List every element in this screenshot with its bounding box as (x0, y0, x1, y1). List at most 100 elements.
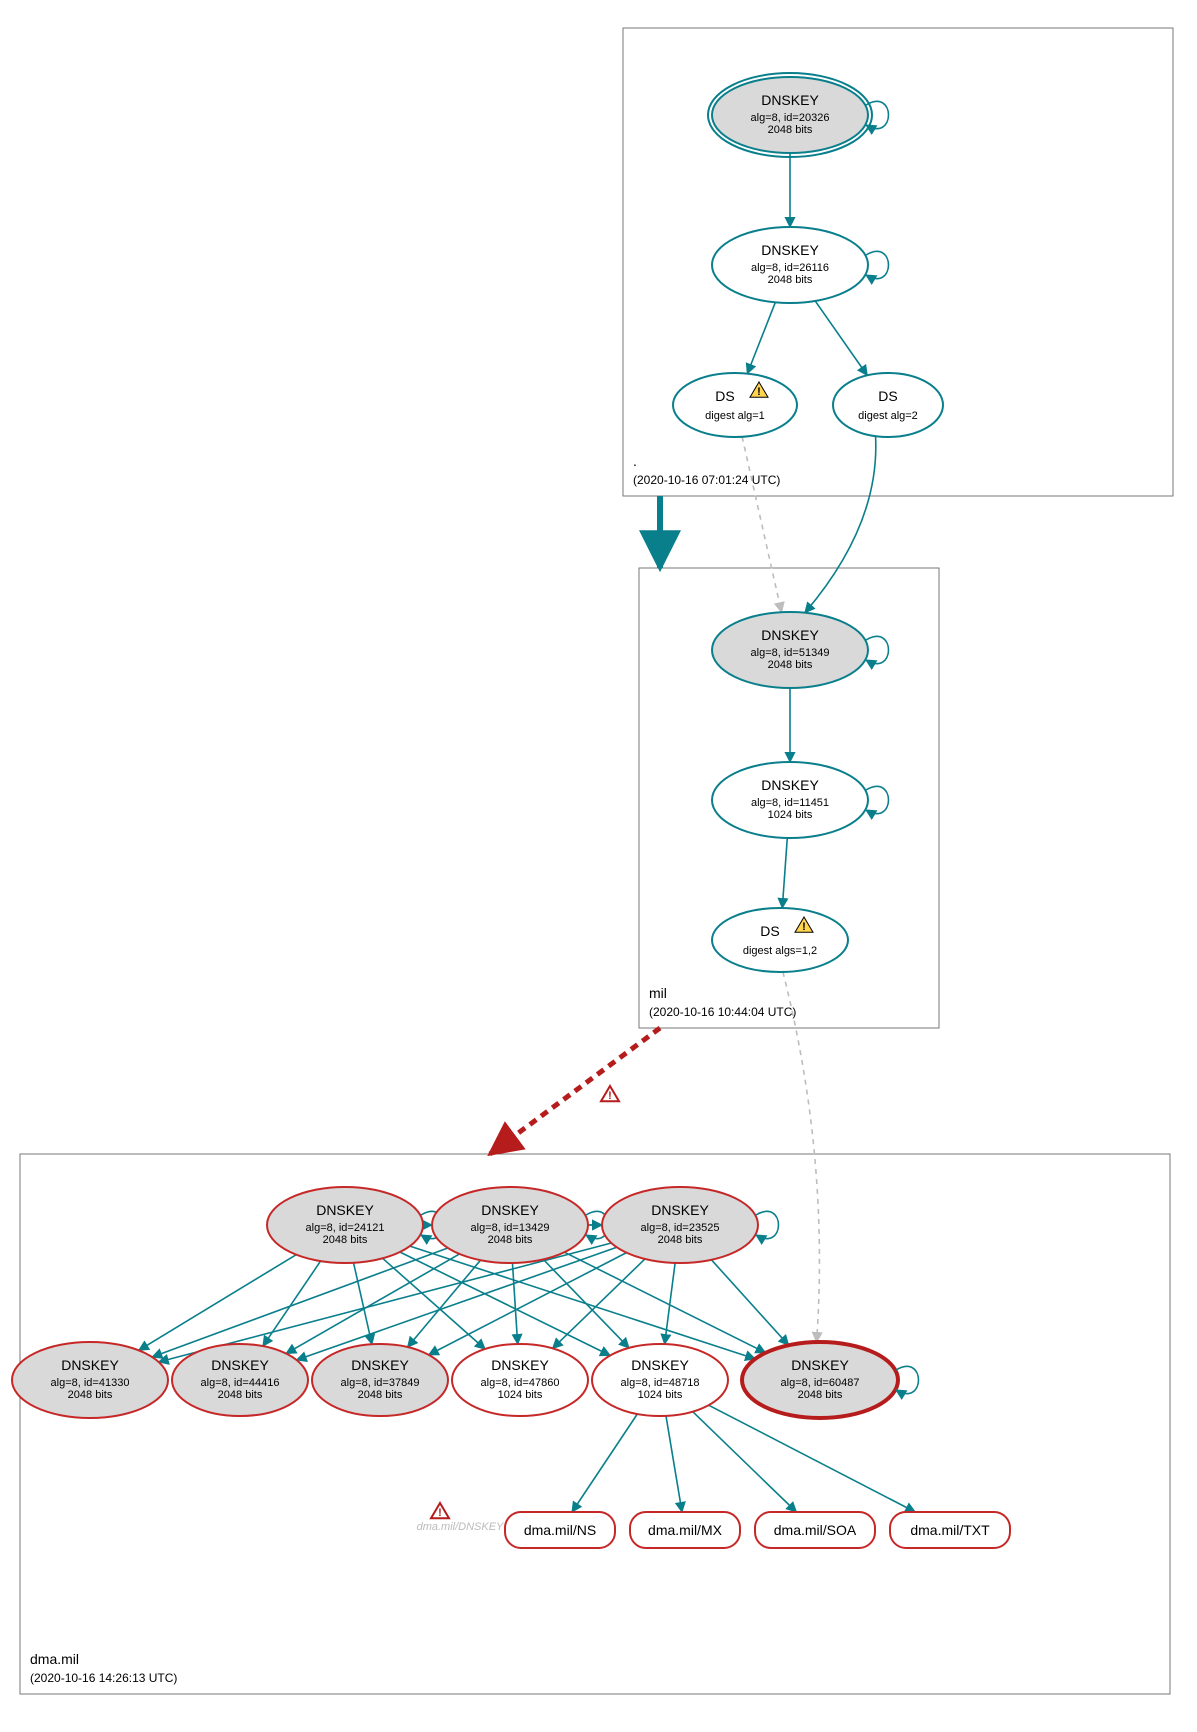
svg-text:DNSKEY: DNSKEY (491, 1357, 549, 1373)
svg-text:2048 bits: 2048 bits (658, 1234, 703, 1246)
svg-text:alg=8, id=51349: alg=8, id=51349 (751, 647, 830, 659)
node-rr_soa: dma.mil/SOA (755, 1512, 875, 1548)
svg-text:1024 bits: 1024 bits (498, 1389, 543, 1401)
svg-text:mil: mil (649, 985, 667, 1001)
zone-edges-layer: ! (490, 496, 660, 1154)
edge (512, 1263, 517, 1344)
node-mil_ds: DS digest algs=1,2! (712, 908, 848, 972)
node-dma_k48718: DNSKEYalg=8, id=487181024 bits (592, 1344, 728, 1416)
node-root_ds1: DS digest alg=1! (673, 373, 797, 437)
svg-text:DNSKEY: DNSKEY (791, 1357, 849, 1373)
svg-text:alg=8, id=48718: alg=8, id=48718 (621, 1377, 700, 1389)
edge (354, 1263, 372, 1344)
svg-text:2048 bits: 2048 bits (798, 1389, 843, 1401)
svg-text:2048 bits: 2048 bits (358, 1389, 403, 1401)
svg-text:alg=8, id=60487: alg=8, id=60487 (781, 1377, 860, 1389)
svg-text:dma.mil/SOA: dma.mil/SOA (774, 1522, 857, 1538)
svg-text:alg=8, id=41330: alg=8, id=41330 (51, 1377, 130, 1389)
svg-text:(2020-10-16 10:44:04 UTC): (2020-10-16 10:44:04 UTC) (649, 1005, 796, 1019)
svg-text:alg=8, id=20326: alg=8, id=20326 (751, 112, 830, 124)
svg-text:!: ! (802, 921, 806, 933)
svg-text:!: ! (757, 386, 761, 398)
edge (747, 302, 775, 373)
node-dma_k44416: DNSKEYalg=8, id=444162048 bits (172, 1344, 308, 1416)
warning-red-icon: ! (601, 1086, 619, 1102)
svg-text:DNSKEY: DNSKEY (316, 1202, 374, 1218)
dnssec-diagram: !DNSKEYalg=8, id=203262048 bitsDNSKEYalg… (0, 0, 1197, 1732)
svg-text:DNSKEY: DNSKEY (351, 1357, 409, 1373)
svg-text:(2020-10-16 14:26:13 UTC): (2020-10-16 14:26:13 UTC) (30, 1671, 177, 1685)
svg-text:digest alg=2: digest alg=2 (858, 410, 918, 422)
self-loop (866, 251, 889, 278)
svg-text:digest alg=1: digest alg=1 (705, 410, 765, 422)
node-dma_k37849: DNSKEY alg=8, id=378492048 bits (312, 1344, 448, 1416)
svg-text:alg=8, id=13429: alg=8, id=13429 (471, 1222, 550, 1234)
svg-text:alg=8, id=26116: alg=8, id=26116 (751, 262, 829, 274)
svg-text:DS: DS (715, 388, 734, 404)
zone-delegation-edge (490, 1028, 660, 1154)
zones-layer (20, 28, 1173, 1694)
svg-text:alg=8, id=23525: alg=8, id=23525 (641, 1222, 720, 1234)
svg-text:!: ! (438, 1507, 442, 1519)
nodes-layer: DNSKEYalg=8, id=203262048 bitsDNSKEYalg=… (12, 73, 1010, 1548)
svg-text:digest algs=1,2: digest algs=1,2 (743, 945, 817, 957)
node-rr_mx: dma.mil/MX (630, 1512, 740, 1548)
svg-text:alg=8, id=11451: alg=8, id=11451 (751, 797, 829, 809)
svg-text:DNSKEY: DNSKEY (761, 92, 819, 108)
zone-labels-layer: . (2020-10-16 07:01:24 UTC) mil (2020-10-16… (30, 453, 796, 1685)
svg-text:alg=8, id=24121: alg=8, id=24121 (306, 1222, 385, 1234)
svg-text:DNSKEY: DNSKEY (481, 1202, 539, 1218)
edge (572, 1414, 637, 1512)
edge (263, 1261, 321, 1346)
node-mil_zsk: DNSKEY alg=8, id=114511024 bits (712, 762, 889, 838)
warning-red-icon: ! (431, 1503, 449, 1519)
node-root_ds2: DS digest alg=2 (833, 373, 943, 437)
svg-text:2048 bits: 2048 bits (68, 1389, 113, 1401)
svg-text:dma.mil/DNSKEY: dma.mil/DNSKEY (417, 1521, 504, 1533)
svg-text:dma.mil/TXT: dma.mil/TXT (910, 1522, 990, 1538)
svg-text:2048 bits: 2048 bits (768, 659, 813, 671)
svg-text:(2020-10-16 07:01:24 UTC): (2020-10-16 07:01:24 UTC) (633, 473, 780, 487)
node-rr_txt: dma.mil/TXT (890, 1512, 1010, 1548)
edge (782, 838, 787, 908)
svg-text:DNSKEY: DNSKEY (761, 777, 819, 793)
svg-text:dma.mil/MX: dma.mil/MX (648, 1522, 723, 1538)
svg-text:alg=8, id=37849: alg=8, id=37849 (341, 1377, 420, 1389)
edge (783, 972, 820, 1342)
svg-text:1024 bits: 1024 bits (638, 1389, 683, 1401)
svg-text:DNSKEY: DNSKEY (761, 242, 819, 258)
svg-text:DNSKEY: DNSKEY (761, 627, 819, 643)
edge (297, 1247, 617, 1360)
svg-text:2048 bits: 2048 bits (768, 124, 813, 136)
node-mil_ksk: DNSKEY alg=8, id=513492048 bits (712, 612, 889, 688)
edge (553, 1259, 645, 1348)
svg-text:!: ! (608, 1090, 612, 1102)
edge (400, 1252, 610, 1355)
edge (711, 1260, 788, 1345)
svg-text:2048 bits: 2048 bits (768, 274, 813, 286)
svg-text:1024 bits: 1024 bits (768, 809, 813, 821)
svg-text:.: . (633, 453, 637, 469)
svg-text:2048 bits: 2048 bits (323, 1234, 368, 1246)
node-root_zsk: DNSKEY alg=8, id=261162048 bits (712, 227, 889, 303)
edge (805, 436, 876, 613)
node-dma_k24121: DNSKEY alg=8, id=241212048 bits (267, 1187, 444, 1263)
svg-text:alg=8, id=47860: alg=8, id=47860 (481, 1377, 560, 1389)
svg-text:alg=8, id=44416: alg=8, id=44416 (201, 1377, 280, 1389)
node-rr_ns: dma.mil/NS (505, 1512, 615, 1548)
edge (666, 1416, 682, 1512)
edge (139, 1255, 296, 1351)
svg-text:DNSKEY: DNSKEY (651, 1202, 709, 1218)
zone-dma (20, 1154, 1170, 1694)
node-dma_k41330: DNSKEYalg=8, id=413302048 bits (12, 1342, 168, 1418)
svg-text:DS: DS (878, 388, 897, 404)
self-loop (866, 786, 889, 813)
edge (693, 1412, 797, 1512)
svg-text:DS: DS (760, 923, 779, 939)
edge (152, 1248, 448, 1357)
svg-text:dma.mil/NS: dma.mil/NS (524, 1522, 596, 1538)
node-dma_missing: ! dma.mil/DNSKEY (417, 1503, 504, 1533)
svg-text:2048 bits: 2048 bits (218, 1389, 263, 1401)
svg-text:2048 bits: 2048 bits (488, 1234, 533, 1246)
edge (815, 301, 867, 375)
